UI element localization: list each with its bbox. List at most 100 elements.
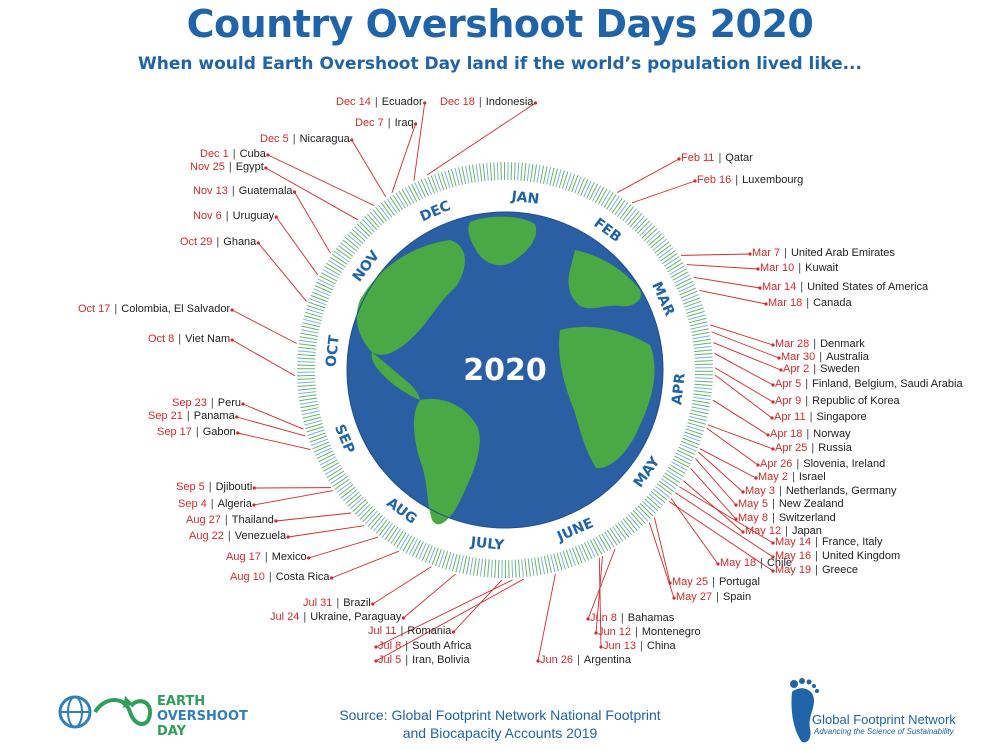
day-tick bbox=[549, 167, 555, 186]
overshoot-date: May 3 bbox=[745, 485, 775, 497]
day-tick bbox=[664, 472, 681, 484]
day-tick bbox=[298, 394, 317, 398]
country-name: Ukraine, Paraguay bbox=[310, 611, 402, 623]
country-name: Panama bbox=[193, 410, 235, 422]
country-entry: May 2 | Israel bbox=[758, 471, 826, 484]
leader-line bbox=[686, 264, 759, 270]
leader-line bbox=[670, 498, 719, 565]
day-tick bbox=[351, 228, 366, 242]
day-tick bbox=[364, 216, 378, 231]
day-tick bbox=[589, 183, 599, 201]
day-tick bbox=[687, 422, 705, 429]
day-tick bbox=[527, 558, 531, 577]
separator: | bbox=[771, 512, 775, 524]
day-tick bbox=[383, 200, 395, 216]
day-tick bbox=[564, 172, 572, 191]
day-tick bbox=[692, 338, 711, 343]
country-entry: Aug 10 | Costa Rica bbox=[230, 571, 330, 584]
day-tick bbox=[367, 512, 381, 527]
day-tick bbox=[361, 218, 375, 233]
day-tick bbox=[328, 259, 344, 271]
tick-ring bbox=[297, 161, 713, 579]
leader-dot bbox=[451, 630, 456, 634]
day-tick bbox=[392, 194, 404, 211]
country-name: Costa Rica bbox=[275, 571, 330, 583]
day-tick bbox=[427, 176, 435, 194]
day-tick bbox=[302, 413, 321, 419]
country-name: Iran, Bolivia bbox=[412, 654, 470, 666]
day-tick bbox=[454, 167, 460, 186]
leader-dot bbox=[770, 416, 774, 420]
country-entry: Mar 14 | United States of America bbox=[762, 281, 928, 294]
day-tick bbox=[349, 231, 364, 245]
source-line-2: and Biocapacity Accounts 2019 bbox=[402, 725, 598, 741]
leader-line bbox=[242, 403, 304, 430]
day-tick bbox=[606, 193, 617, 210]
leader-dot bbox=[771, 400, 775, 404]
country-name: Republic of Korea bbox=[812, 395, 900, 407]
day-tick bbox=[415, 541, 424, 559]
leader-dot bbox=[594, 631, 598, 635]
day-tick bbox=[694, 386, 713, 390]
leader-line bbox=[372, 566, 432, 605]
day-tick bbox=[331, 253, 348, 265]
overshoot-date: Apr 26 bbox=[760, 458, 793, 470]
day-tick bbox=[381, 522, 394, 539]
separator: | bbox=[815, 550, 818, 562]
leader-line bbox=[537, 573, 556, 662]
separator: | bbox=[478, 96, 482, 108]
overshoot-date: May 8 bbox=[738, 512, 768, 524]
day-tick bbox=[692, 335, 711, 340]
leader-dot bbox=[374, 645, 378, 649]
leader-dot bbox=[758, 286, 762, 290]
overshoot-date: Jul 11 bbox=[368, 625, 397, 637]
day-tick bbox=[526, 163, 530, 182]
day-tick bbox=[352, 499, 367, 513]
day-tick bbox=[581, 543, 590, 561]
leader-line bbox=[680, 253, 751, 256]
country-entry: Dec 7 | Iraq bbox=[355, 117, 414, 130]
day-tick bbox=[321, 459, 338, 469]
day-tick bbox=[494, 559, 497, 578]
country-name: Finland, Belgium, Saudi Arabia bbox=[812, 378, 963, 390]
day-tick bbox=[568, 548, 576, 566]
day-tick bbox=[574, 176, 582, 194]
day-tick bbox=[692, 399, 711, 404]
day-tick bbox=[694, 360, 713, 362]
day-tick bbox=[683, 434, 701, 442]
day-tick bbox=[688, 419, 706, 425]
overshoot-date: Oct 29 bbox=[180, 236, 213, 248]
day-tick bbox=[627, 514, 641, 529]
day-tick bbox=[483, 558, 487, 577]
leader-dot bbox=[766, 433, 770, 437]
separator: | bbox=[210, 498, 214, 510]
earth-overshoot-day-wordmark: EARTH OVERSHOOT DAY bbox=[157, 694, 248, 739]
day-tick bbox=[378, 520, 391, 536]
day-tick bbox=[445, 551, 452, 570]
day-tick bbox=[672, 458, 690, 468]
day-tick bbox=[349, 496, 364, 510]
day-tick bbox=[691, 406, 710, 411]
day-tick bbox=[568, 173, 576, 192]
leader-line bbox=[711, 331, 780, 359]
leader-line bbox=[587, 548, 616, 620]
leader-dot bbox=[306, 556, 311, 560]
day-tick bbox=[306, 308, 324, 315]
day-tick bbox=[372, 209, 385, 224]
country-entry: May 25 | Portugal bbox=[672, 576, 760, 589]
leader-dot bbox=[771, 541, 775, 545]
day-tick bbox=[377, 204, 390, 220]
day-tick bbox=[674, 455, 691, 465]
day-tick bbox=[338, 245, 354, 257]
country-entry: Apr 2 | Sweden bbox=[783, 363, 860, 376]
day-tick bbox=[297, 384, 316, 388]
day-tick bbox=[652, 488, 668, 501]
day-tick bbox=[340, 486, 356, 499]
leader-line bbox=[598, 557, 602, 648]
day-tick bbox=[530, 163, 534, 182]
day-tick bbox=[565, 549, 573, 568]
day-tick bbox=[559, 551, 566, 570]
day-tick bbox=[354, 226, 368, 240]
day-tick bbox=[315, 447, 332, 456]
day-tick bbox=[387, 526, 399, 543]
